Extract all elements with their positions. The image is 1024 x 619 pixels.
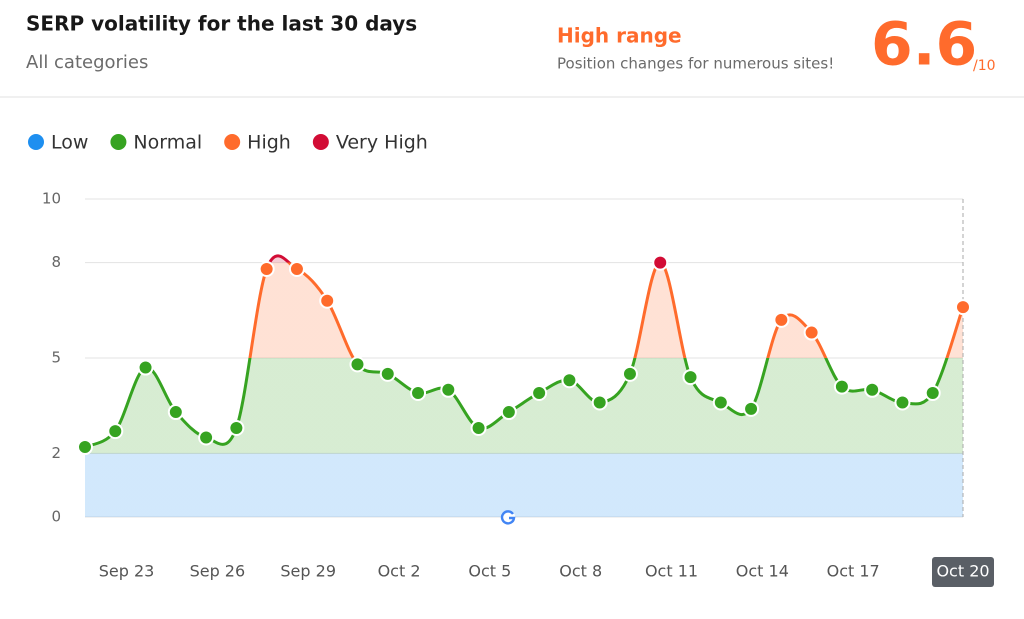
point <box>379 365 396 382</box>
score-suffix: /10 <box>973 58 996 74</box>
x-tick-label: Oct 17 <box>827 562 880 581</box>
y-tick-label: 8 <box>51 253 61 271</box>
selected-label-bg <box>932 557 994 587</box>
point <box>349 356 366 373</box>
title: SERP volatility for the last 30 days <box>26 12 417 36</box>
range-text: Position changes for numerous sites! <box>557 55 834 73</box>
point <box>652 254 669 271</box>
point <box>500 404 517 421</box>
point <box>864 381 881 398</box>
area <box>85 255 963 517</box>
legend-label: Normal <box>133 132 202 154</box>
legend-marker <box>224 134 241 150</box>
x-tick-label: Oct 2 <box>378 562 421 581</box>
x-tick-label: Oct 20 <box>936 562 989 581</box>
point <box>833 378 850 395</box>
legend-label: Very High <box>336 132 428 154</box>
point <box>319 292 336 309</box>
point <box>470 419 487 436</box>
point <box>682 369 699 386</box>
legend-label: High <box>247 132 291 154</box>
point <box>198 429 215 446</box>
point <box>894 394 911 411</box>
range-title: High range <box>557 24 682 48</box>
plot: 0 2 5 8 10 Sep 23 Sep 26 Sep 29 Oct 2 Oct 5 Oct 8 O… <box>42 190 994 587</box>
point <box>77 439 93 456</box>
x-tick-label: Oct 11 <box>645 562 698 581</box>
point <box>137 359 154 376</box>
point <box>955 299 971 316</box>
x-tick-label: Oct 5 <box>468 562 511 581</box>
point <box>288 260 305 277</box>
point <box>803 324 820 341</box>
point <box>167 404 184 421</box>
y-tick-label: 5 <box>51 349 61 367</box>
google-icon <box>500 510 516 525</box>
point <box>773 311 790 328</box>
subtitle: All categories <box>26 52 148 73</box>
point <box>743 400 760 417</box>
x-tick-label: Sep 23 <box>99 562 155 581</box>
legend-label: Low <box>51 132 88 154</box>
point <box>228 419 245 436</box>
y-tick-label: 0 <box>51 508 61 526</box>
point <box>591 394 608 411</box>
x-tick-label: Sep 29 <box>280 562 336 581</box>
y-tick-label: 10 <box>42 190 61 208</box>
point <box>107 423 124 440</box>
point <box>712 394 729 411</box>
legend-marker <box>28 134 44 150</box>
legend-marker <box>312 134 329 150</box>
point <box>924 384 941 401</box>
point <box>531 384 548 401</box>
x-tick-label: Oct 8 <box>559 562 602 581</box>
point <box>561 372 578 389</box>
point <box>440 381 457 398</box>
point <box>258 260 275 277</box>
point <box>621 365 638 382</box>
score: 6.6 <box>871 10 977 80</box>
legend: Low Normal High Very High <box>28 132 428 154</box>
x-tick-label: Oct 14 <box>736 562 789 581</box>
point <box>410 384 427 401</box>
x-tick-label: Sep 26 <box>190 562 246 581</box>
legend-marker <box>110 134 127 150</box>
y-tick-label: 2 <box>51 444 61 462</box>
